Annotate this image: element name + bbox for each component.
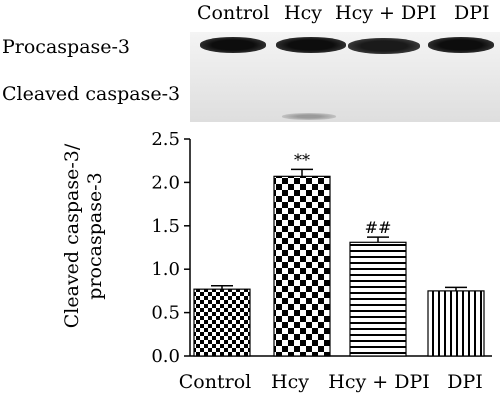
y-tick-label: 0.5	[151, 303, 180, 324]
blot-band-cleaved-hcy	[282, 113, 336, 120]
blot-band-procaspase-hcy-dpi	[348, 38, 420, 54]
blot-band-procaspase-dpi	[428, 37, 494, 53]
western-blot-image	[190, 32, 500, 122]
significance-marker: **	[294, 150, 310, 169]
y-tick-label: 1.5	[151, 216, 180, 237]
bar	[273, 175, 331, 357]
blot-lane-label-control: Control	[197, 2, 270, 24]
y-axis-label-line1: Cleaved caspase-3/	[61, 143, 83, 328]
y-tick-label: 1.0	[151, 259, 180, 280]
x-tick-label: DPI	[447, 371, 483, 393]
blot-row-label-cleaved: Cleaved caspase-3	[2, 83, 181, 105]
blot-lane-label-hcy-dpi: Hcy + DPI	[335, 2, 437, 24]
blot-lane-label-dpi: DPI	[454, 2, 490, 24]
significance-marker: ##	[365, 218, 392, 237]
blot-band-procaspase-control	[200, 37, 266, 53]
x-tick-label: Hcy + DPI	[328, 371, 429, 393]
bar	[427, 290, 485, 357]
x-tick-label: Hcy	[271, 371, 309, 393]
bar	[193, 288, 251, 357]
y-tick-label: 2.0	[151, 172, 180, 193]
blot-band-procaspase-hcy	[276, 37, 346, 53]
y-tick-label: 2.5	[151, 129, 180, 150]
y-tick-label: 0.0	[151, 346, 180, 367]
x-tick-label: Control	[179, 371, 251, 393]
y-axis-label-line2: procaspase-3	[84, 172, 106, 299]
bar	[349, 241, 407, 357]
blot-lane-label-hcy: Hcy	[284, 2, 322, 24]
bar-chart: Cleaved caspase-3/ procaspase-3 0.0 0.5 1.…	[61, 129, 492, 393]
blot-row-label-procaspase: Procaspase-3	[2, 36, 131, 58]
